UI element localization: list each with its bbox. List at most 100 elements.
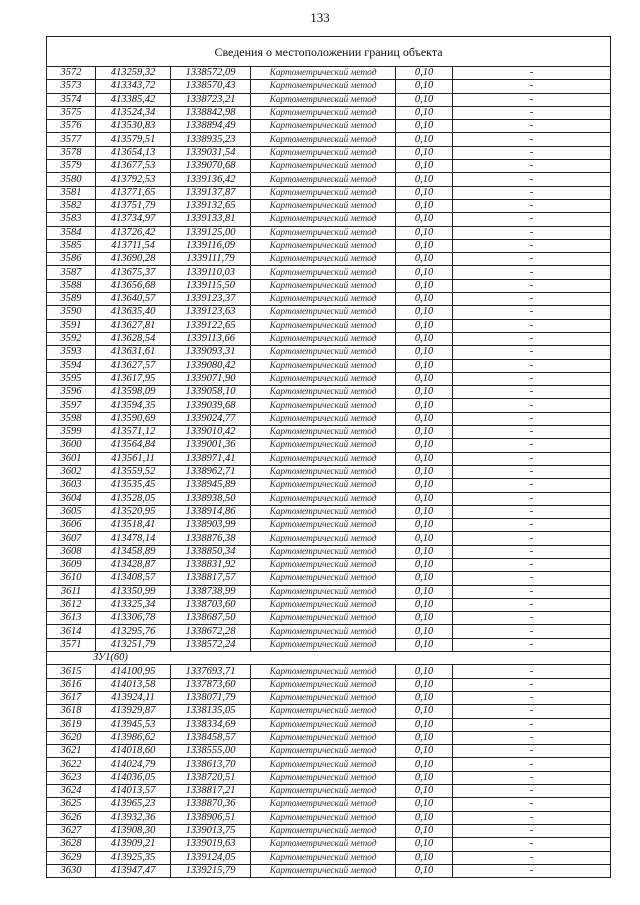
x-coordinate: 413535,45	[95, 478, 171, 493]
x-coordinate: 413627,57	[95, 358, 171, 373]
precision: 0,10	[395, 730, 453, 746]
description: -	[452, 252, 611, 267]
table-row: 3608 413458,89 1338850,34 Картометрический …	[46, 544, 611, 559]
method: Картометрический метод	[250, 185, 396, 200]
precision: 0,10	[395, 225, 453, 240]
table-row: 3604 413528,05 1338938,50 Картометрический …	[46, 491, 611, 506]
table-row: 3595 413617,95 1339071,90 Картометрический …	[46, 371, 611, 387]
precision: 0,10	[395, 185, 453, 200]
description: -	[452, 371, 611, 387]
y-coordinate: 1338703,60	[170, 597, 251, 613]
precision: 0,10	[395, 172, 453, 187]
point-number: 3571	[46, 637, 96, 653]
table-row: 3628 413909,21 1339019,63 Картометрический …	[46, 837, 611, 852]
table-row: 3572 413259,32 1338572,09 Картометрический …	[46, 65, 611, 81]
point-number: 3589	[46, 292, 96, 307]
precision: 0,10	[395, 518, 453, 533]
point-number: 3617	[46, 690, 96, 706]
x-coordinate: 413408,57	[95, 571, 171, 586]
table-row: 3626 413932,36 1338906,51 Картометрический …	[46, 810, 611, 825]
y-coordinate: 1339133,81	[170, 212, 251, 227]
method: Картометрический метод	[250, 531, 396, 546]
x-coordinate: 413561,11	[95, 451, 171, 466]
y-coordinate: 1338613,70	[170, 757, 251, 772]
description: -	[452, 823, 611, 839]
x-coordinate: 413908,30	[95, 823, 171, 839]
y-coordinate: 1338672,28	[170, 624, 251, 639]
section-label: ЗУ1(60)	[46, 651, 611, 666]
method: Картометрический метод	[250, 119, 396, 134]
precision: 0,10	[395, 265, 453, 280]
method: Картометрический метод	[250, 318, 396, 333]
table-row: 3630 413947,47 1339215,79 Картометрический …	[46, 863, 611, 879]
x-coordinate: 413594,35	[95, 398, 171, 413]
table-row: 3583 413734,97 1339133,81 Картометрический …	[46, 212, 611, 227]
method: Картометрический метод	[250, 544, 396, 559]
method: Картометрический метод	[250, 305, 396, 320]
precision: 0,10	[395, 358, 453, 373]
table-row: 3575 413524,34 1338842,98 Картометрический …	[46, 105, 611, 121]
point-number: 3599	[46, 425, 96, 440]
y-coordinate: 1338334,69	[170, 717, 251, 732]
description: -	[452, 292, 611, 307]
precision: 0,10	[395, 331, 453, 347]
precision: 0,10	[395, 212, 453, 227]
point-number: 3624	[46, 784, 96, 799]
method: Картометрический метод	[250, 278, 396, 294]
x-coordinate: 413458,89	[95, 544, 171, 559]
method: Картометрический метод	[250, 464, 396, 480]
table-row: 3622 414024,79 1338613,70 Картометрический …	[46, 757, 611, 772]
description: -	[452, 278, 611, 294]
table-title-row: Сведения о местоположении границ объекта	[46, 36, 611, 67]
point-number: 3629	[46, 850, 96, 865]
method: Картометрический метод	[250, 611, 396, 626]
description: -	[452, 478, 611, 493]
point-number: 3609	[46, 557, 96, 573]
y-coordinate: 1338945,89	[170, 478, 251, 493]
x-coordinate: 413627,81	[95, 318, 171, 333]
table-row: 3611 413350,99 1338738,99 Картометрический …	[46, 584, 611, 599]
precision: 0,10	[395, 677, 453, 692]
precision: 0,10	[395, 105, 453, 121]
page-number: 133	[310, 10, 330, 25]
table-row: 3619 413945,53 1338334,69 Картометрический …	[46, 717, 611, 732]
x-coordinate: 413590,69	[95, 411, 171, 427]
x-coordinate: 413909,21	[95, 837, 171, 852]
table-row: 3573 413343,72 1338570,43 Картометрический …	[46, 79, 611, 94]
method: Картометрический метод	[250, 823, 396, 839]
description: -	[452, 438, 611, 453]
precision: 0,10	[395, 292, 453, 307]
point-number: 3626	[46, 810, 96, 825]
table-row: 3620 413986,62 1338458,57 Картометрический …	[46, 730, 611, 746]
point-number: 3597	[46, 398, 96, 413]
method: Картометрический метод	[250, 371, 396, 387]
method: Картометрический метод	[250, 65, 396, 81]
x-coordinate: 413734,97	[95, 212, 171, 227]
y-coordinate: 1339010,42	[170, 425, 251, 440]
point-number: 3587	[46, 265, 96, 280]
description: -	[452, 717, 611, 732]
description: -	[452, 730, 611, 746]
method: Картометрический метод	[250, 744, 396, 759]
method: Картометрический метод	[250, 438, 396, 453]
precision: 0,10	[395, 837, 453, 852]
description: -	[452, 105, 611, 121]
precision: 0,10	[395, 770, 453, 786]
point-number: 3628	[46, 837, 96, 852]
table-row: 3603 413535,45 1338945,89 Картометрический …	[46, 478, 611, 493]
y-coordinate: 1339024,77	[170, 411, 251, 427]
y-coordinate: 1338850,34	[170, 544, 251, 559]
method: Картометрический метод	[250, 557, 396, 573]
table-row: 3600 413564,84 1339001,36 Картометрический …	[46, 438, 611, 453]
point-number: 3606	[46, 518, 96, 533]
y-coordinate: 1338555,00	[170, 744, 251, 759]
precision: 0,10	[395, 398, 453, 413]
precision: 0,10	[395, 278, 453, 294]
x-coordinate: 413726,42	[95, 225, 171, 240]
precision: 0,10	[395, 611, 453, 626]
point-number: 3605	[46, 504, 96, 520]
y-coordinate: 1339031,54	[170, 145, 251, 161]
x-coordinate: 413792,53	[95, 172, 171, 187]
method: Картометрический метод	[250, 411, 396, 427]
x-coordinate: 413520,95	[95, 504, 171, 520]
